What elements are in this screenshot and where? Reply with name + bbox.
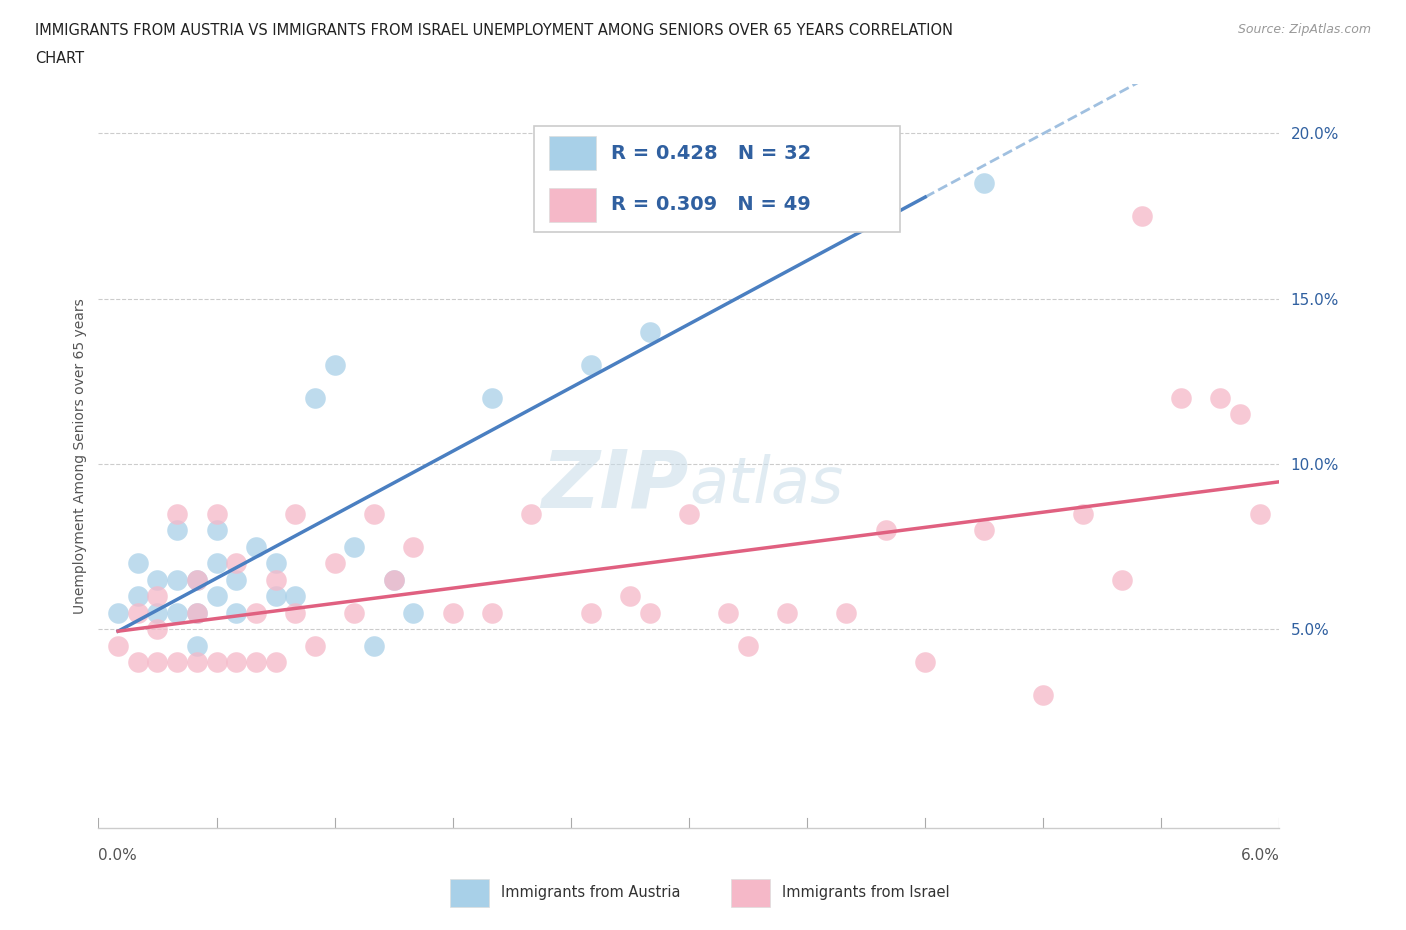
Point: [1111, 572, 1133, 587]
Text: 6.0%: 6.0%: [1240, 848, 1279, 863]
Point: [186, 655, 208, 670]
Bar: [548, 137, 596, 170]
Point: [146, 655, 169, 670]
Point: [1249, 506, 1271, 521]
Point: [1032, 688, 1054, 703]
Point: [737, 638, 759, 653]
Point: [678, 506, 700, 521]
Point: [245, 655, 267, 670]
Point: [225, 605, 247, 620]
Point: [205, 556, 228, 571]
Point: [166, 506, 188, 521]
Point: [579, 605, 602, 620]
Point: [382, 572, 405, 587]
Point: [186, 638, 208, 653]
Point: [127, 589, 149, 604]
Point: [579, 357, 602, 372]
Bar: [731, 879, 770, 907]
Point: [146, 622, 169, 637]
Point: [127, 655, 149, 670]
Point: [323, 357, 346, 372]
Text: Immigrants from Israel: Immigrants from Israel: [782, 885, 949, 900]
Point: [107, 638, 129, 653]
Point: [264, 655, 287, 670]
Point: [717, 605, 740, 620]
Point: [205, 506, 228, 521]
Point: [264, 572, 287, 587]
Bar: [548, 188, 596, 221]
Text: Source: ZipAtlas.com: Source: ZipAtlas.com: [1237, 23, 1371, 36]
Point: [186, 572, 208, 587]
Bar: [450, 879, 489, 907]
Point: [875, 523, 897, 538]
Point: [284, 605, 307, 620]
Point: [186, 605, 208, 620]
Point: [146, 589, 169, 604]
Text: CHART: CHART: [35, 51, 84, 66]
Y-axis label: Unemployment Among Seniors over 65 years: Unemployment Among Seniors over 65 years: [73, 298, 87, 614]
Text: R = 0.309   N = 49: R = 0.309 N = 49: [612, 195, 811, 214]
Text: Immigrants from Austria: Immigrants from Austria: [501, 885, 681, 900]
Point: [225, 655, 247, 670]
Point: [343, 605, 366, 620]
Point: [107, 605, 129, 620]
Text: 0.0%: 0.0%: [98, 848, 138, 863]
Point: [284, 589, 307, 604]
Point: [973, 523, 995, 538]
Point: [146, 572, 169, 587]
Point: [441, 605, 464, 620]
Point: [323, 556, 346, 571]
Point: [205, 589, 228, 604]
Point: [638, 325, 661, 339]
Point: [146, 605, 169, 620]
Point: [1071, 506, 1094, 521]
Point: [186, 572, 208, 587]
Point: [264, 589, 287, 604]
Point: [835, 208, 858, 223]
Point: [363, 638, 385, 653]
Point: [245, 539, 267, 554]
Point: [127, 556, 149, 571]
Point: [1130, 208, 1153, 223]
Point: [402, 539, 425, 554]
Point: [363, 506, 385, 521]
Point: [225, 572, 247, 587]
Point: [205, 523, 228, 538]
FancyBboxPatch shape: [534, 126, 900, 232]
Text: atlas: atlas: [689, 455, 844, 516]
Point: [382, 572, 405, 587]
Point: [638, 605, 661, 620]
Point: [166, 655, 188, 670]
Point: [402, 605, 425, 620]
Point: [343, 539, 366, 554]
Point: [481, 605, 503, 620]
Point: [619, 589, 641, 604]
Point: [284, 506, 307, 521]
Point: [717, 208, 740, 223]
Point: [304, 638, 326, 653]
Point: [973, 176, 995, 191]
Point: [1209, 391, 1232, 405]
Point: [304, 391, 326, 405]
Point: [186, 605, 208, 620]
Text: R = 0.428   N = 32: R = 0.428 N = 32: [612, 144, 811, 163]
Point: [1170, 391, 1192, 405]
Text: IMMIGRANTS FROM AUSTRIA VS IMMIGRANTS FROM ISRAEL UNEMPLOYMENT AMONG SENIORS OVE: IMMIGRANTS FROM AUSTRIA VS IMMIGRANTS FR…: [35, 23, 953, 38]
Text: ZIP: ZIP: [541, 446, 689, 525]
Point: [205, 655, 228, 670]
Point: [264, 556, 287, 571]
Point: [776, 605, 799, 620]
Point: [166, 523, 188, 538]
Point: [520, 506, 543, 521]
Point: [914, 655, 936, 670]
Point: [166, 605, 188, 620]
Point: [166, 572, 188, 587]
Point: [481, 391, 503, 405]
Point: [225, 556, 247, 571]
Point: [245, 605, 267, 620]
Point: [835, 605, 858, 620]
Point: [127, 605, 149, 620]
Point: [1229, 407, 1251, 422]
